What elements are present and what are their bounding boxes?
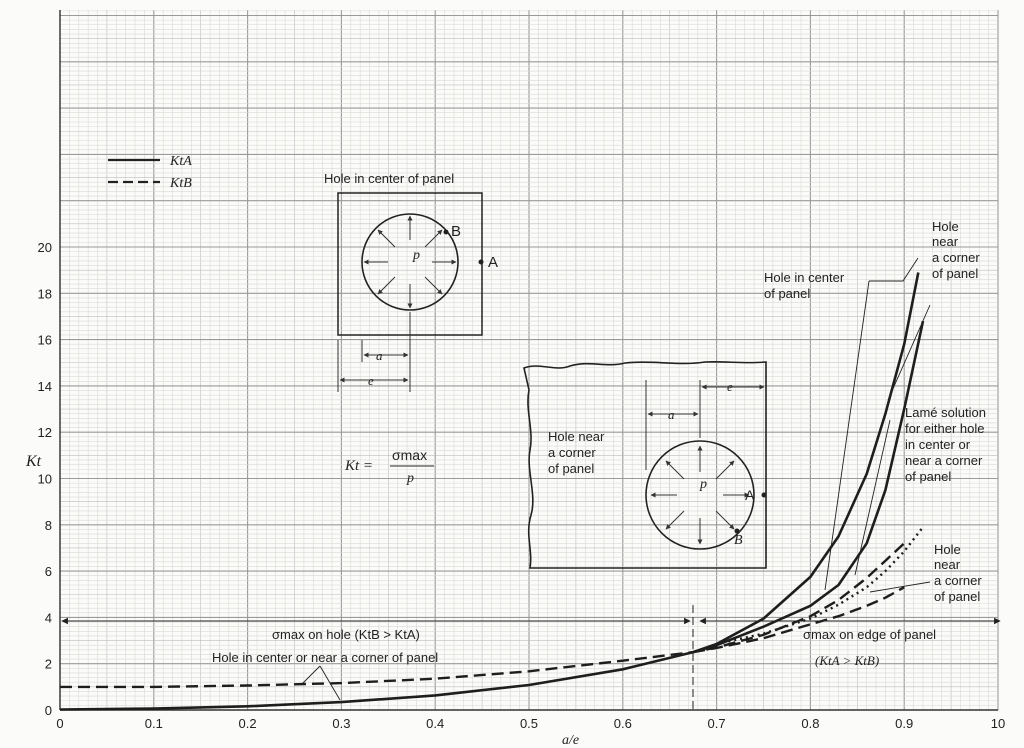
kt-formula: Kt = σmax p xyxy=(344,447,434,486)
y-tick-label: 0 xyxy=(45,703,52,718)
inset-corner-p: p xyxy=(699,477,707,492)
callout-corner-bottom: Hole near a corner of panel xyxy=(934,542,985,604)
right-region-subtitle: (KtA > KtB) xyxy=(815,653,879,668)
inset-center-a: a xyxy=(376,348,383,363)
x-tick-label: 0.7 xyxy=(708,716,726,731)
inset-center-label-b: B xyxy=(451,223,461,240)
formula-numerator: σmax xyxy=(392,447,427,463)
inset-center-label-a: A xyxy=(488,254,498,271)
inset-center-p: p xyxy=(412,248,420,263)
x-axis-title: a/e xyxy=(562,733,579,748)
x-tick-label: 10 xyxy=(991,716,1005,731)
tick-labels: 0 0.1 0.2 0.3 0.4 0.5 0.6 0.7 0.8 0.9 10 0 2 4 6 8 10 12 1… xyxy=(38,240,1006,731)
inset-corner-a: a xyxy=(668,407,675,422)
y-tick-label: 10 xyxy=(38,472,52,487)
axes xyxy=(59,10,998,711)
x-tick-label: 0.6 xyxy=(614,716,632,731)
y-tick-label: 2 xyxy=(45,657,52,672)
x-tick-label: 0 xyxy=(56,716,63,731)
inset-corner-title: Hole near a corner of panel xyxy=(548,429,608,476)
inset-center-e: e xyxy=(368,373,374,388)
inset-corner-label-b: B xyxy=(734,533,743,548)
formula-denominator: p xyxy=(406,471,414,486)
y-tick-label: 8 xyxy=(45,518,52,533)
inset-hole-in-center: Hole in center of panel p B A a e xyxy=(324,171,498,392)
x-tick-label: 0.1 xyxy=(145,716,163,731)
left-common-label: Hole in center or near a corner of panel xyxy=(212,650,438,665)
left-region-label: σmax on hole (KtB > KtA) xyxy=(272,627,420,642)
inset-corner-label-a: A xyxy=(745,487,755,503)
y-tick-label: 18 xyxy=(38,286,52,301)
callout-lame: Lamé solution for either hole in center … xyxy=(905,405,990,484)
x-tick-label: 0.2 xyxy=(239,716,257,731)
inset-hole-near-corner: Hole near a corner of panel p A B a e xyxy=(523,360,767,569)
callout-corner-top: Hole near a corner of panel xyxy=(932,219,983,281)
y-tick-label: 4 xyxy=(45,610,52,625)
y-axis-title: Kt xyxy=(25,453,42,470)
y-tick-label: 14 xyxy=(38,379,52,394)
curve-kta-hole-near-a-corner-of-panel xyxy=(692,320,925,654)
y-tick-label: 6 xyxy=(45,564,52,579)
x-tick-label: 0.5 xyxy=(520,716,538,731)
curve-lame-solution xyxy=(716,526,924,646)
y-tick-label: 12 xyxy=(38,425,52,440)
curve-callouts: Hole in center of panel Hole near a corn… xyxy=(764,219,990,604)
legend-label-ktb: KtB xyxy=(169,176,192,191)
inset-corner-e: e xyxy=(727,379,733,394)
y-tick-label: 20 xyxy=(38,240,52,255)
x-tick-label: 0.4 xyxy=(426,716,444,731)
right-region-label: σmax on edge of panel xyxy=(803,627,936,642)
legend-label-kta: KtA xyxy=(169,154,192,169)
curves xyxy=(59,272,925,711)
x-tick-label: 0.8 xyxy=(801,716,819,731)
callout-hole-center: Hole in center of panel xyxy=(764,270,848,301)
region-indicators: σmax on hole (KtB > KtA) Hole in center … xyxy=(61,605,1001,712)
inset-center-title: Hole in center of panel xyxy=(324,171,454,186)
legend: KtA KtB xyxy=(108,154,192,191)
y-tick-label: 16 xyxy=(38,333,52,348)
formula-lhs: Kt = xyxy=(344,458,373,474)
x-tick-label: 0.9 xyxy=(895,716,913,731)
x-tick-label: 0.3 xyxy=(332,716,350,731)
